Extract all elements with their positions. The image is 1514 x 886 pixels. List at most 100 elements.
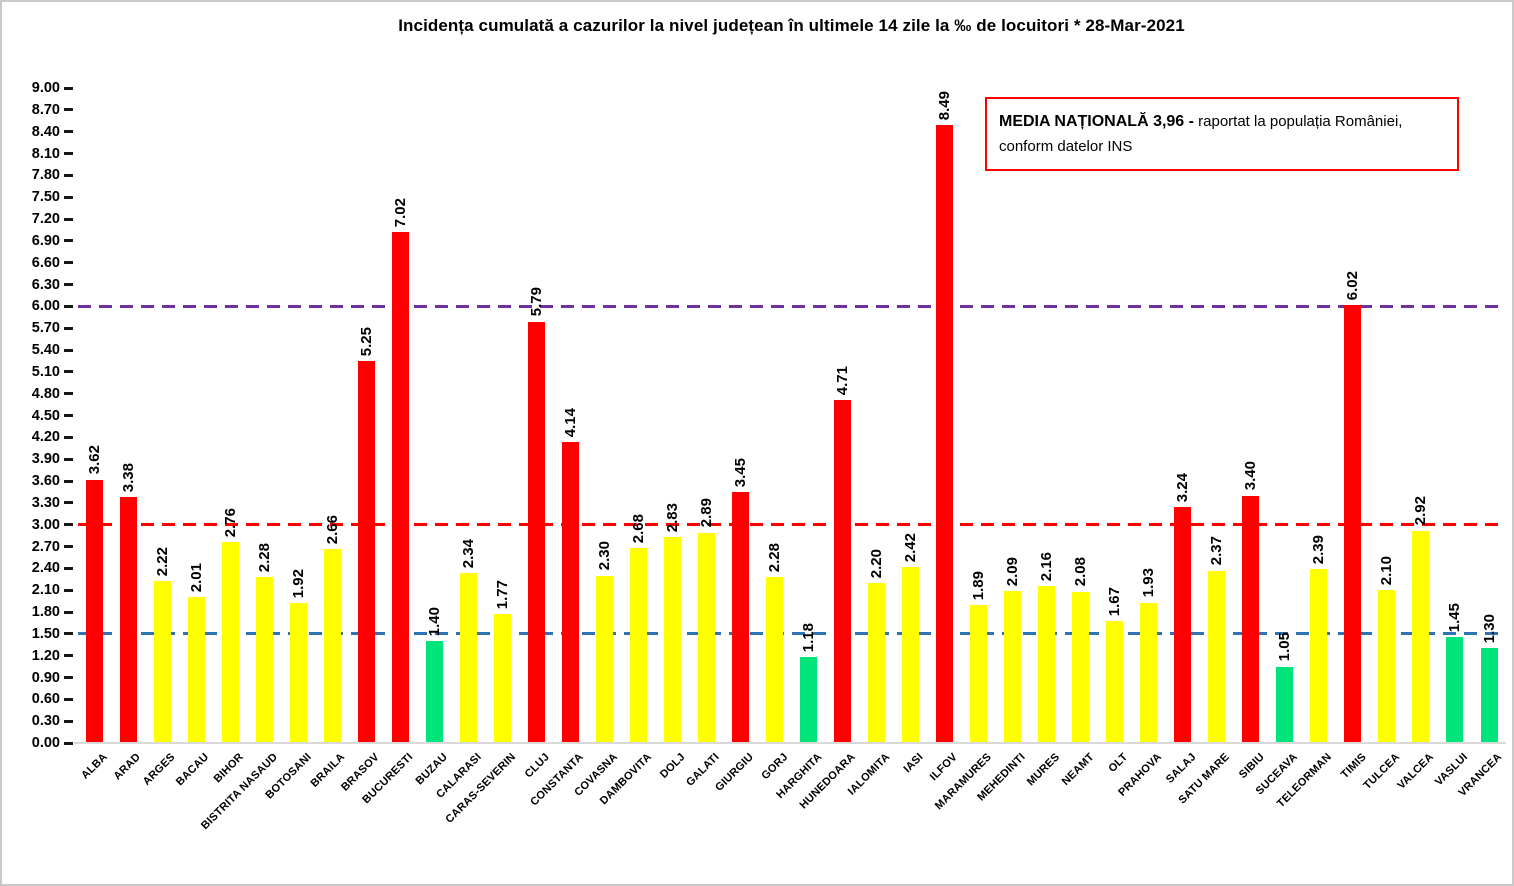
bar-value-label: 2.10 [1378,555,1396,586]
bar [1140,602,1158,743]
bar-value-label: 2.66 [323,515,341,545]
bar [629,547,647,743]
bar-value-label: 7.02 [391,197,409,228]
y-tick-label: 5.40 [31,342,60,358]
bar-value-label: 1.77 [493,579,511,610]
y-tick-mark [64,501,73,505]
threshold-line [78,632,1505,636]
y-tick-mark [64,632,73,636]
y-tick-mark [64,741,73,745]
plot-area: 3.62 3.38 2.22 2.01 2.76 2.28 1.92 2.66 5.25 7.02… [78,88,1505,743]
y-tick-label: 8.10 [31,145,60,162]
bar [187,596,205,743]
y-tick-label: 7.20 [31,211,60,227]
y-tick-label: 4.50 [31,407,60,424]
bar [289,603,307,743]
x-tick-label: DOLJ [658,751,688,781]
y-tick-label: 4.20 [31,429,60,446]
y-tick-mark [64,86,73,90]
y-tick-mark [64,654,73,658]
y-tick-label: 8.40 [31,123,60,140]
bar-value-label: 2.76 [221,507,239,538]
y-tick-label: 7.50 [31,189,60,206]
bar-value-label: 2.83 [663,502,681,533]
bar [936,125,954,743]
bar [1378,590,1396,743]
y-tick-label: 3.60 [31,473,60,489]
bar-value-label: 8.49 [936,90,954,121]
bar-value-label: 1.89 [970,571,988,601]
y-tick-label: 2.10 [31,582,60,599]
y-tick-mark [64,676,73,679]
y-tick-mark [64,414,73,417]
y-tick-label: 6.30 [31,276,60,293]
y-tick-label: 6.90 [31,232,60,249]
bar [902,566,920,743]
bar [595,575,613,743]
bar-value-label: 5.79 [527,287,545,317]
bar [425,641,443,743]
y-tick-label: 3.30 [31,494,60,511]
bar [697,532,715,743]
bar-value-label: 2.68 [629,513,647,543]
bar-value-label: 1.18 [800,622,817,653]
bar-value-label: 2.28 [255,542,273,573]
bar [1106,621,1124,743]
y-tick-label: 0.60 [31,691,60,708]
y-tick-mark [64,435,73,439]
bar [153,581,171,743]
national-average-value: MEDIA NAȚIONALĂ 3,96 - [999,113,1194,130]
y-tick-mark [64,195,73,199]
bar-value-label: 1.92 [289,569,307,599]
bar-value-label: 3.24 [1174,473,1192,503]
threshold-line [78,304,1505,308]
bar [1446,637,1464,743]
bar [731,491,749,743]
bar [357,360,375,743]
bar-value-label: 2.28 [765,542,783,573]
x-tick-label: TULCEA [1361,751,1403,792]
bar [493,614,511,743]
bar [119,497,137,743]
bar-value-label: 2.16 [1038,551,1056,581]
y-tick-mark [64,566,73,570]
bar-value-label: 2.37 [1208,536,1226,566]
y-tick-mark [64,370,73,374]
x-tick-label: VALCEA [1395,751,1437,792]
bar-value-label: 1.93 [1140,568,1158,598]
y-tick-label: 0.30 [31,713,60,730]
bar [868,582,886,743]
bar-value-label: 2.22 [153,547,171,577]
x-tick-label: BIHOR [211,751,246,786]
bar-value-label: 2.39 [1310,534,1328,565]
y-tick-mark [64,719,73,723]
chart-title: Incidența cumulată a cazurilor la nivel … [398,16,1185,35]
y-axis: 0.00 0.30 0.60 0.90 1.20 1.50 1.80 2.10 2.40 2.70… [0,80,78,751]
y-tick-mark [64,108,73,112]
x-tick-label: MURES [1024,751,1063,789]
bar [1344,304,1362,743]
bar-value-label: 4.71 [834,366,852,396]
y-tick-label: 1.50 [31,625,60,642]
bar [1480,648,1498,743]
national-average-note: MEDIA NAȚIONALĂ 3,96 - raportat la popul… [985,97,1459,171]
x-axis-line [74,742,1506,744]
y-tick-mark [64,326,73,330]
bar [1310,569,1328,743]
y-tick-label: 6.60 [31,254,60,271]
bar [1242,495,1260,743]
y-tick-label: 1.20 [31,647,60,664]
y-tick-label: 0.00 [31,735,60,751]
x-tick-label: ARAD [111,751,144,783]
y-tick-label: 3.90 [31,451,60,468]
bar-value-label: 1.67 [1106,587,1124,617]
y-tick-mark [64,523,73,527]
bar [1038,585,1056,743]
bar [255,577,273,743]
x-tick-label: SIBIU [1236,751,1267,781]
y-tick-mark [64,697,73,701]
x-tick-label: ILFOV [928,751,961,784]
bar-value-label: 1.45 [1446,603,1464,633]
bar-value-label: 2.09 [1004,556,1022,586]
